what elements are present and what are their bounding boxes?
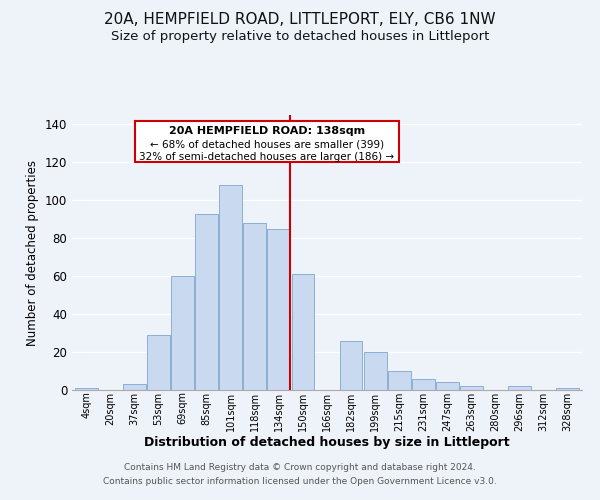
Bar bbox=[171, 276, 194, 390]
Text: ← 68% of detached houses are smaller (399): ← 68% of detached houses are smaller (39… bbox=[150, 140, 384, 149]
Text: Size of property relative to detached houses in Littleport: Size of property relative to detached ho… bbox=[111, 30, 489, 43]
Bar bbox=[556, 388, 579, 390]
Bar bbox=[147, 335, 170, 390]
Text: 20A, HEMPFIELD ROAD, LITTLEPORT, ELY, CB6 1NW: 20A, HEMPFIELD ROAD, LITTLEPORT, ELY, CB… bbox=[104, 12, 496, 28]
Bar bbox=[436, 382, 459, 390]
Bar bbox=[244, 223, 266, 390]
Bar bbox=[412, 378, 434, 390]
Bar bbox=[340, 340, 362, 390]
Bar bbox=[292, 274, 314, 390]
Bar bbox=[508, 386, 531, 390]
X-axis label: Distribution of detached houses by size in Littleport: Distribution of detached houses by size … bbox=[144, 436, 510, 450]
Text: 32% of semi-detached houses are larger (186) →: 32% of semi-detached houses are larger (… bbox=[139, 152, 394, 162]
Y-axis label: Number of detached properties: Number of detached properties bbox=[26, 160, 39, 346]
FancyBboxPatch shape bbox=[134, 120, 399, 162]
Bar bbox=[388, 371, 410, 390]
Bar bbox=[460, 386, 483, 390]
Bar bbox=[123, 384, 146, 390]
Text: Contains HM Land Registry data © Crown copyright and database right 2024.: Contains HM Land Registry data © Crown c… bbox=[124, 464, 476, 472]
Text: 20A HEMPFIELD ROAD: 138sqm: 20A HEMPFIELD ROAD: 138sqm bbox=[169, 126, 365, 136]
Bar bbox=[195, 214, 218, 390]
Bar bbox=[268, 229, 290, 390]
Bar bbox=[75, 388, 98, 390]
Bar bbox=[364, 352, 386, 390]
Bar bbox=[220, 185, 242, 390]
Text: Contains public sector information licensed under the Open Government Licence v3: Contains public sector information licen… bbox=[103, 477, 497, 486]
